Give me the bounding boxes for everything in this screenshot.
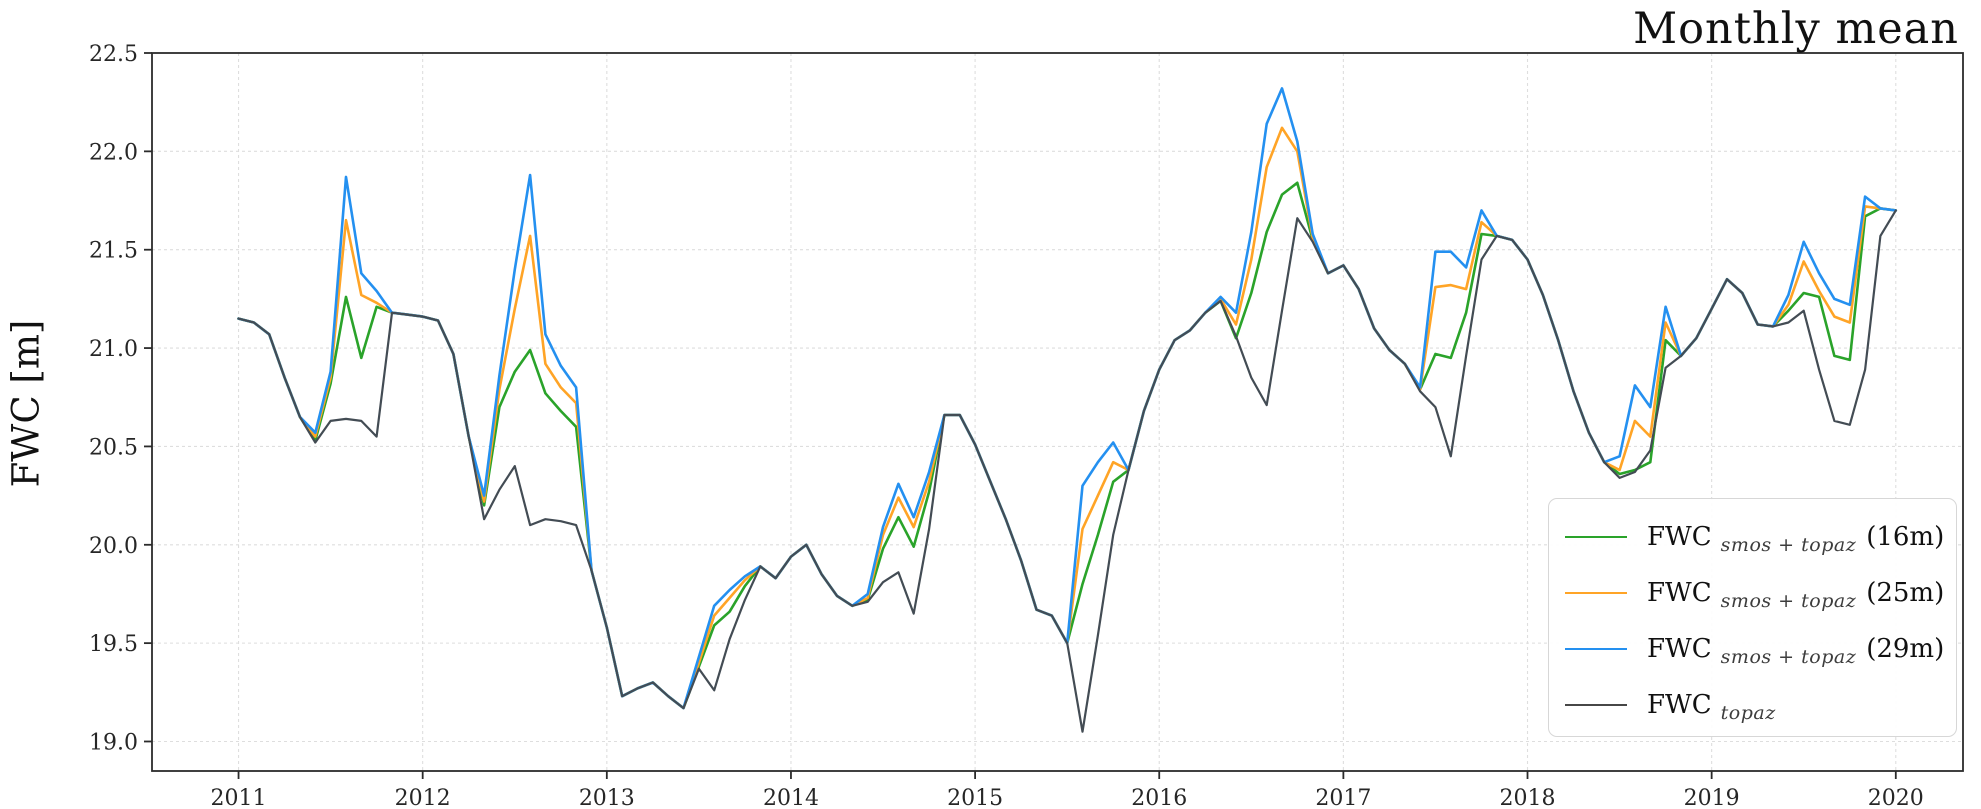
legend-label-size: (25m) xyxy=(1866,578,1945,608)
legend-label-size: (29m) xyxy=(1866,634,1945,664)
legend-item-smos-topaz-29m: FWC smos + topaz (29m) xyxy=(1565,621,1956,677)
legend-item-topaz: FWC topaz xyxy=(1565,677,1956,733)
y-tick-label: 22.0 xyxy=(89,140,138,165)
legend-line-swatch-orange xyxy=(1565,592,1627,594)
y-tick-label: 19.5 xyxy=(89,632,138,657)
x-tick-label: 2017 xyxy=(1315,786,1371,809)
y-tick-label: 20.5 xyxy=(89,435,138,460)
legend: FWC smos + topaz (16m) FWC smos + topaz (25m… xyxy=(1548,498,1957,737)
legend-label: FWC xyxy=(1647,522,1712,552)
legend-label-subscript: smos + topaz xyxy=(1720,590,1857,612)
y-tick-label: 20.0 xyxy=(89,534,138,559)
legend-line-swatch-green xyxy=(1565,536,1627,538)
y-tick-label: 21.0 xyxy=(89,337,138,362)
legend-line-swatch-blue xyxy=(1565,648,1627,650)
axes-spines xyxy=(151,52,1964,772)
x-tick-label: 2013 xyxy=(579,786,635,809)
legend-label-subscript: smos + topaz xyxy=(1720,646,1857,668)
x-tick-label: 2011 xyxy=(211,786,267,809)
legend-label-subscript: topaz xyxy=(1720,702,1776,724)
legend-item-smos-topaz-25m: FWC smos + topaz (25m) xyxy=(1565,565,1956,621)
y-tick-label: 19.0 xyxy=(89,730,138,755)
x-tick-label: 2016 xyxy=(1131,786,1187,809)
legend-label: FWC xyxy=(1647,690,1712,720)
legend-label-size: (16m) xyxy=(1866,522,1945,552)
x-tick-label: 2015 xyxy=(947,786,1003,809)
legend-label-subscript: smos + topaz xyxy=(1720,534,1857,556)
x-tick-label: 2014 xyxy=(763,786,819,809)
series-line-fwc-topaz xyxy=(237,209,1897,733)
y-tick-label: 21.5 xyxy=(89,239,138,264)
legend-label: FWC xyxy=(1647,578,1712,608)
y-tick-label: 22.5 xyxy=(89,42,138,67)
x-tick-label: 2012 xyxy=(395,786,451,809)
x-tick-label: 2019 xyxy=(1684,786,1740,809)
chart-title: Monthly mean xyxy=(1633,4,1959,54)
y-axis-label: FWC [m] xyxy=(4,319,48,488)
x-tick-label: 2018 xyxy=(1500,786,1556,809)
legend-label: FWC xyxy=(1647,634,1712,664)
x-tick-label: 2020 xyxy=(1868,786,1924,809)
legend-line-swatch-dark xyxy=(1565,704,1627,706)
legend-item-smos-topaz-16m: FWC smos + topaz (16m) xyxy=(1565,509,1956,565)
